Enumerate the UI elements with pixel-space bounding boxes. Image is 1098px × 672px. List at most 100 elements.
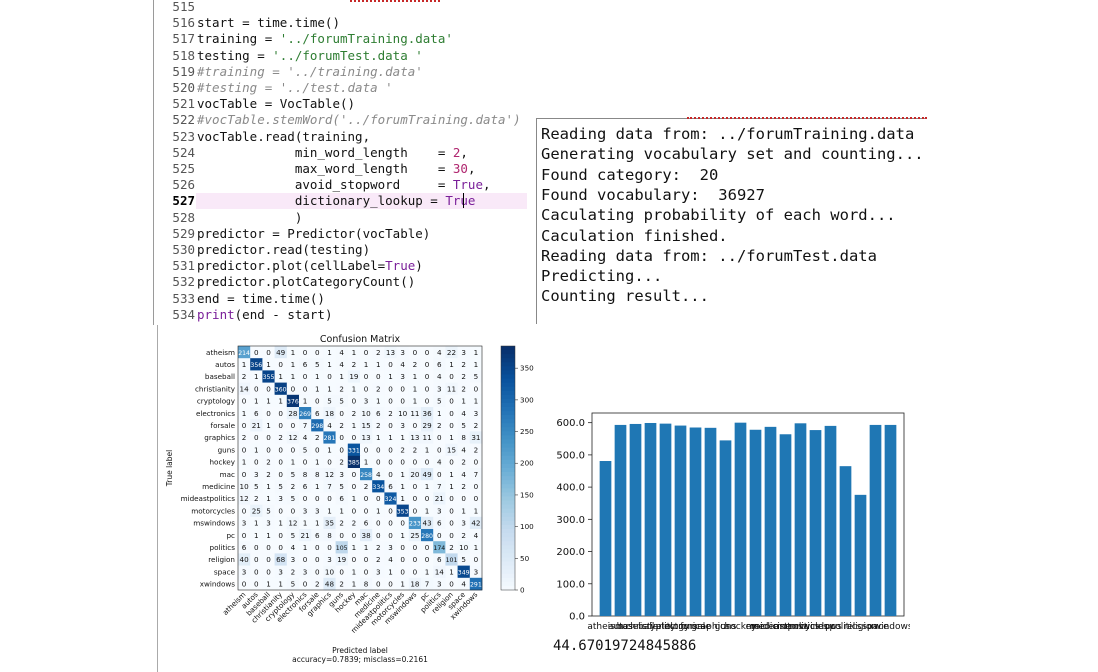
cell-value: 4 xyxy=(376,470,381,479)
heatmap-cell xyxy=(372,529,385,542)
heatmap-cell xyxy=(335,553,349,566)
cell-value: 3 xyxy=(242,519,247,528)
heatmap-cell xyxy=(262,516,275,530)
x-tick-label: autos xyxy=(608,622,633,632)
code-line[interactable]: 532 predictor.plotCategoryCount() xyxy=(154,274,527,290)
code-line[interactable]: 524 min_word_length = 2, xyxy=(154,145,527,161)
code-line[interactable]: 525 max_word_length = 30, xyxy=(154,161,527,177)
code-text: testing = '../forumTest.data ' xyxy=(197,47,423,63)
y-tick-label: xwindows xyxy=(200,580,236,589)
heatmap-cell xyxy=(469,455,483,469)
cell-value: 0 xyxy=(413,555,418,564)
heatmap-cell xyxy=(299,541,312,554)
heatmap-cell xyxy=(360,529,373,542)
heatmap-cell xyxy=(360,480,373,493)
colorbar-segment xyxy=(501,378,515,384)
code-line[interactable]: 526 avoid_stopword = True, xyxy=(154,177,527,193)
x-tick-label: religion xyxy=(844,622,877,632)
heatmap-cell xyxy=(433,394,446,408)
bar xyxy=(644,422,657,616)
cell-value: 0 xyxy=(388,506,393,515)
heatmap-cell xyxy=(262,455,275,469)
x-tick-label: mac xyxy=(746,622,765,632)
code-line[interactable]: 523 vocTable.read(training, xyxy=(154,129,527,145)
heatmap-cell xyxy=(372,394,385,408)
cell-value: 0 xyxy=(474,482,479,491)
cell-value: 1 xyxy=(461,506,466,515)
code-line[interactable]: 517 training = '../forumTraining.data' xyxy=(154,31,527,47)
heatmap-cell xyxy=(469,382,483,396)
cell-value: 5 xyxy=(327,397,332,406)
heatmap-cell xyxy=(421,577,434,591)
heatmap-cell xyxy=(238,541,251,554)
code-line[interactable]: 534 print(end - start) xyxy=(154,307,527,323)
cell-value: 0 xyxy=(315,348,320,357)
colorbar-segment xyxy=(501,553,515,559)
cell-value: 3 xyxy=(315,506,320,515)
heatmap-cell xyxy=(372,516,385,530)
line-number: 522 xyxy=(172,112,195,128)
cell-value: 1 xyxy=(339,372,344,381)
heatmap-cell xyxy=(469,516,483,530)
heatmap-cell xyxy=(408,407,422,420)
code-line[interactable]: 533 end = time.time() xyxy=(154,291,527,307)
heatmap-cell xyxy=(396,504,410,518)
code-line[interactable]: 521 vocTable = VocTable() xyxy=(154,96,527,112)
colorbar-segment xyxy=(501,504,515,510)
heatmap-cell xyxy=(238,529,251,542)
code-line[interactable]: 528 ) xyxy=(154,210,527,226)
heatmap-cell xyxy=(445,407,458,420)
heatmap-cell xyxy=(347,468,361,481)
heatmap-cell xyxy=(384,516,397,530)
code-line[interactable]: 530 predictor.read(testing) xyxy=(154,242,527,258)
code-line[interactable]: 518 testing = '../forumTest.data ' xyxy=(154,48,527,64)
x-tick-label: medicine xyxy=(750,622,792,632)
code-editor[interactable]: 515 516 start = time.time() 517 training = '… xyxy=(153,0,534,325)
heatmap-cell xyxy=(311,504,324,518)
cell-value: 11 xyxy=(447,384,456,393)
cell-value: 0 xyxy=(413,543,418,552)
cell-value: 29 xyxy=(423,421,433,430)
cell-value: 2 xyxy=(339,458,344,467)
line-number: 524 xyxy=(172,144,195,160)
cell-value: 5 xyxy=(266,506,271,515)
colorbar-segment xyxy=(501,374,515,380)
heatmap-cell xyxy=(421,492,434,505)
cell-value: 10 xyxy=(398,409,408,418)
console-output[interactable]: Reading data from: ../forumTraining.data… xyxy=(536,117,927,324)
colorbar-segment xyxy=(501,537,515,542)
heatmap-cell xyxy=(384,492,397,505)
code-text: ) xyxy=(197,209,303,225)
heatmap-cell xyxy=(274,504,288,518)
cell-value: 0 xyxy=(364,445,369,454)
code-line[interactable]: 516 start = time.time() xyxy=(154,15,527,31)
cell-value: 1 xyxy=(413,384,418,393)
code-line[interactable]: 520 #testing = '../test.data ' xyxy=(154,80,527,96)
console-line: Found vocabulary: 36927 xyxy=(541,185,765,204)
cell-value: 1 xyxy=(266,482,271,491)
heatmap-cell xyxy=(262,407,275,420)
cell-value: 4 xyxy=(461,580,466,589)
code-line[interactable]: 519 #training = '../training.data' xyxy=(154,64,527,80)
heatmap-cell xyxy=(347,443,361,457)
code-line[interactable]: 527 dictionary_lookup = True xyxy=(154,193,527,210)
colorbar-segment xyxy=(501,354,515,359)
heatmap-cell xyxy=(469,577,483,591)
heatmap-cell xyxy=(408,468,422,481)
cell-value: 0 xyxy=(352,470,357,479)
cell-value: 0 xyxy=(388,458,393,467)
bar xyxy=(704,427,717,616)
heatmap-cell xyxy=(274,541,288,554)
x-tick-label: xwindows xyxy=(868,622,910,632)
heatmap-cell xyxy=(469,553,483,566)
code-line[interactable]: 522 #vocTable.stemWord('../forumTraining.… xyxy=(154,112,527,128)
code-line[interactable]: 531 predictor.plot(cellLabel=True) xyxy=(154,258,527,274)
code-line[interactable]: 515 xyxy=(154,0,527,15)
colorbar-tick-label: 250 xyxy=(520,427,534,436)
cell-value: 4 xyxy=(339,360,344,369)
cell-value: 25 xyxy=(252,506,261,515)
code-line[interactable]: 529 predictor = Predictor(vocTable) xyxy=(154,226,527,242)
y-tick-label: hockey xyxy=(210,458,236,467)
colorbar-segment xyxy=(501,468,515,473)
cell-value: 5 xyxy=(461,421,466,430)
